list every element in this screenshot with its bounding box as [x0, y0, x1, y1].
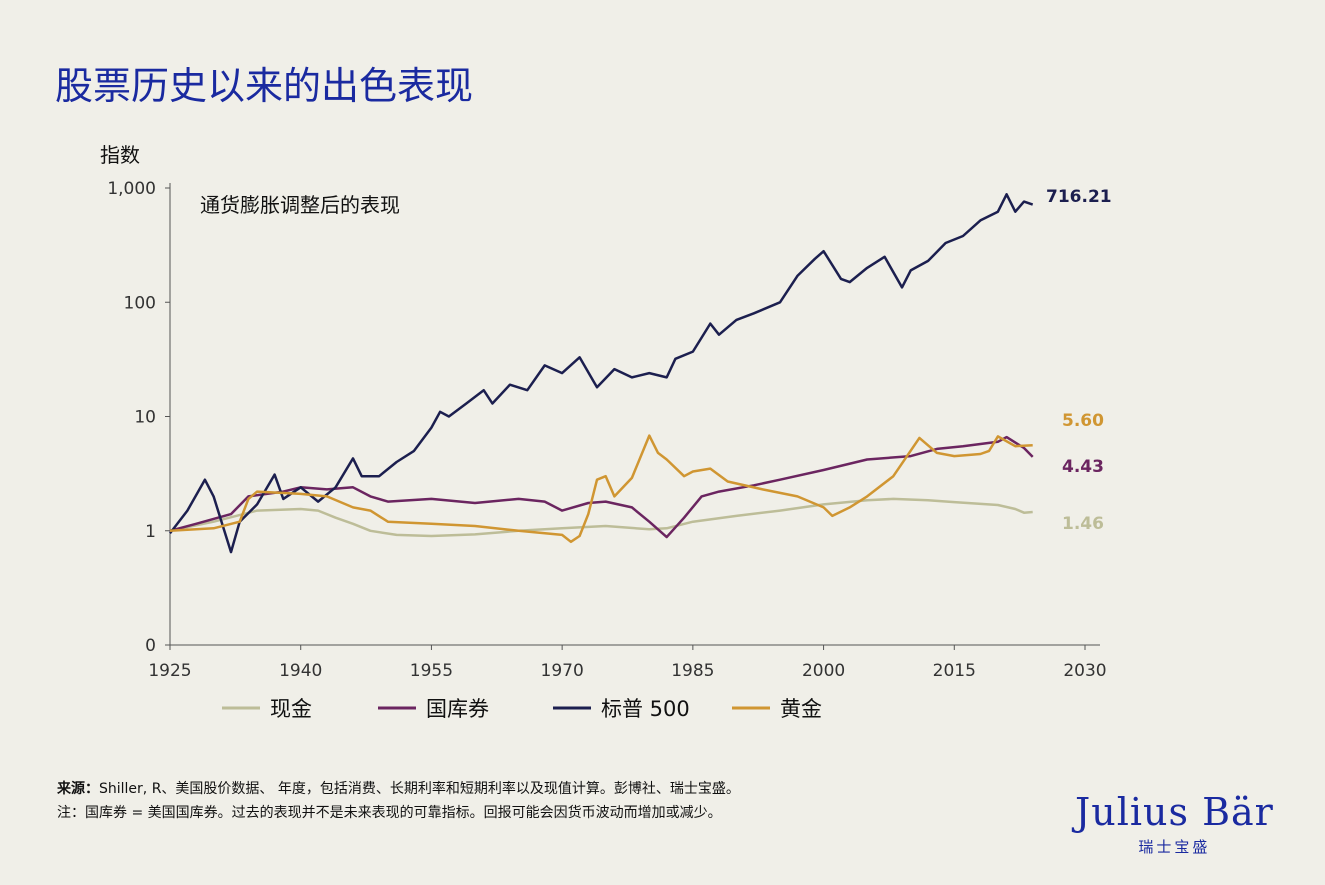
chart-subtitle: 通货膨胀调整后的表现	[200, 193, 400, 217]
source-text: Shiller, R、美国股价数据、 年度，包括消费、长期利率和短期利率以及现值…	[99, 781, 740, 797]
disclaimer-note: 注：国库券 = 美国国库券。过去的表现并不是未来表现的可靠指标。回报可能会因货币…	[57, 805, 722, 821]
legend-label: 国库券	[426, 697, 489, 721]
end-value-label: 5.60	[1062, 411, 1104, 431]
end-value-label: 4.43	[1062, 457, 1104, 477]
y-tick-label: 0	[145, 636, 156, 656]
x-tick-label: 1970	[541, 661, 584, 681]
legend-label: 现金	[270, 697, 312, 721]
source-label: 来源：	[57, 781, 99, 797]
y-tick-label: 10	[134, 408, 156, 428]
logo-name: Julius Bär	[1075, 790, 1274, 834]
y-tick-label: 1	[145, 522, 156, 542]
y-tick-label: 1,000	[107, 179, 156, 199]
x-tick-label: 2000	[802, 661, 845, 681]
source-note: 来源：Shiller, R、美国股价数据、 年度，包括消费、长期利率和短期利率以…	[57, 778, 740, 798]
series-line-0	[169, 497, 1033, 538]
end-value-label: 1.46	[1062, 514, 1104, 534]
x-tick-label: 2015	[933, 661, 976, 681]
x-tick-label: 1940	[279, 661, 322, 681]
julius-baer-logo: Julius Bär 瑞士宝盛	[1075, 790, 1274, 857]
logo-subtitle: 瑞士宝盛	[1138, 838, 1211, 856]
page-title: 股票历史以来的出色表现	[55, 64, 474, 108]
y-axis-label: 指数	[100, 143, 140, 167]
series-line-1	[169, 435, 1034, 539]
y-tick-label: 100	[124, 293, 156, 313]
legend-label: 黄金	[780, 697, 822, 721]
end-value-label: 716.21	[1046, 187, 1112, 207]
x-tick-label: 1925	[148, 661, 191, 681]
legend-label: 标普 500	[601, 697, 690, 721]
series-line-3	[169, 434, 1033, 544]
x-tick-label: 1955	[410, 661, 453, 681]
x-tick-label: 1985	[671, 661, 714, 681]
x-tick-label: 2030	[1063, 661, 1106, 681]
